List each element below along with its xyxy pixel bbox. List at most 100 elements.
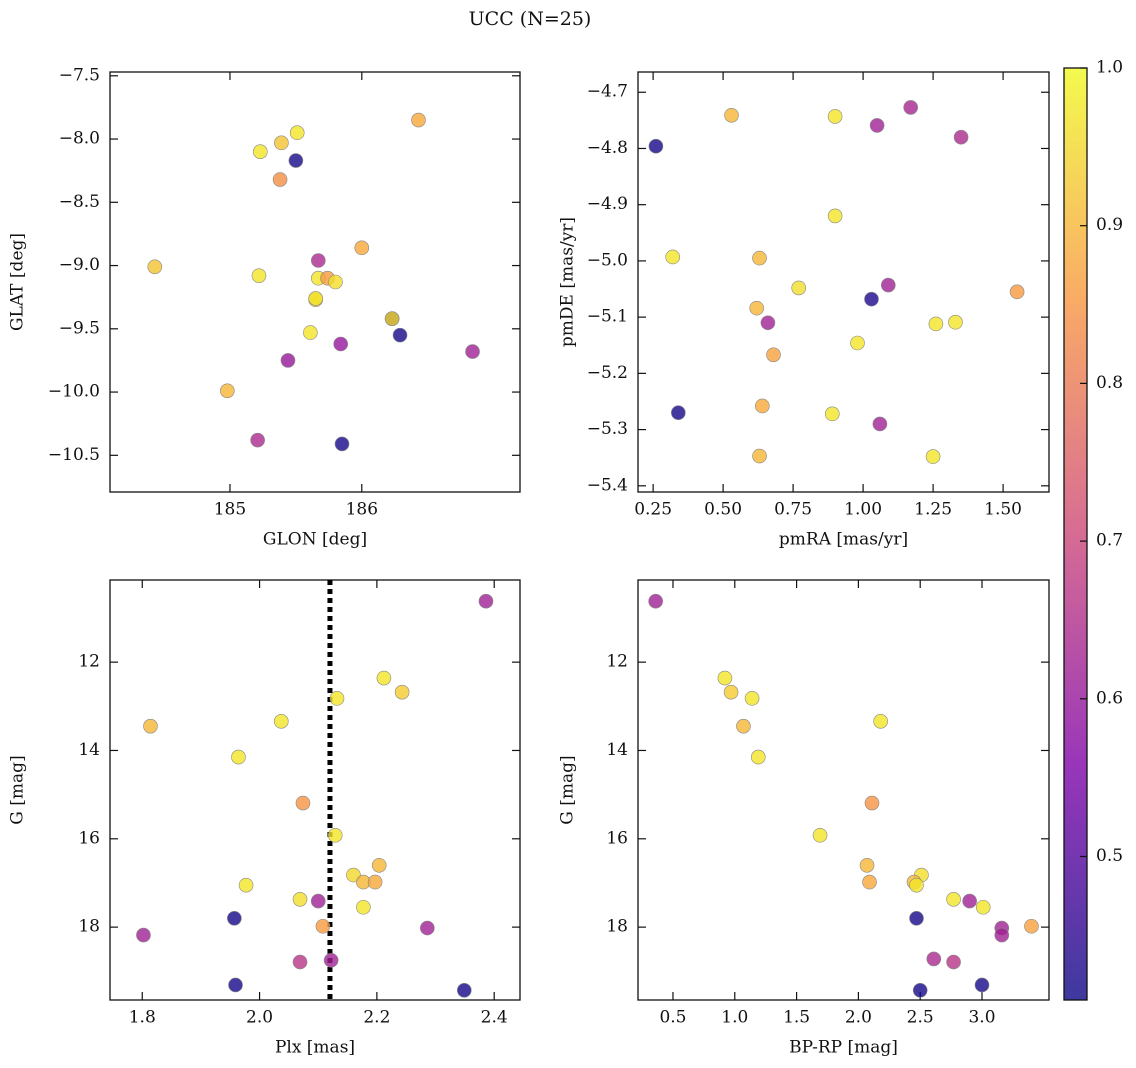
x-tick-label: 185 bbox=[214, 500, 246, 520]
point bbox=[310, 893, 326, 909]
point bbox=[329, 691, 345, 706]
point bbox=[724, 107, 739, 123]
point bbox=[791, 280, 807, 296]
point bbox=[880, 277, 896, 293]
point bbox=[912, 982, 928, 998]
point bbox=[909, 910, 924, 926]
point bbox=[862, 874, 877, 890]
point bbox=[994, 927, 1010, 943]
point bbox=[346, 867, 361, 883]
y-axis-label: G [mag] bbox=[558, 755, 578, 824]
point bbox=[744, 691, 760, 706]
point bbox=[220, 383, 235, 399]
point bbox=[1009, 284, 1025, 300]
point bbox=[478, 593, 494, 609]
point bbox=[333, 336, 349, 352]
y-tick-label: −10.0 bbox=[48, 382, 100, 402]
point bbox=[356, 899, 371, 915]
y-tick-label: 16 bbox=[606, 828, 628, 848]
point bbox=[274, 135, 289, 151]
point bbox=[928, 316, 944, 332]
point bbox=[280, 353, 296, 368]
colorbar-fill bbox=[1064, 68, 1087, 1000]
x-tick-label: 0.5 bbox=[659, 1008, 686, 1028]
y-tick-label: 18 bbox=[606, 917, 628, 937]
figure-title: UCC (N=25) bbox=[469, 8, 592, 30]
point bbox=[394, 684, 410, 700]
x-tick-label: 1.00 bbox=[844, 500, 882, 520]
colorbar-tick-label: 0.5 bbox=[1096, 846, 1123, 866]
point bbox=[289, 125, 305, 141]
point bbox=[825, 406, 840, 422]
y-tick-label: −5.2 bbox=[587, 363, 628, 383]
point bbox=[327, 827, 343, 843]
colorbar: 0.5 0.6 0.7 0.8 0.9 1.0 bbox=[1063, 58, 1123, 1001]
point bbox=[749, 300, 765, 316]
y-tick-label: 12 bbox=[606, 652, 628, 672]
y-axis-label: G [mag] bbox=[8, 755, 28, 824]
colorbar-tick-label: 0.7 bbox=[1096, 531, 1123, 551]
point bbox=[812, 827, 828, 843]
x-tick-label: 2.0 bbox=[845, 1008, 872, 1028]
x-tick-label: 2.5 bbox=[907, 1008, 934, 1028]
point bbox=[665, 249, 681, 265]
point bbox=[953, 129, 969, 145]
y-tick-label: −4.9 bbox=[587, 194, 628, 214]
x-tick-label: 0.75 bbox=[774, 500, 812, 520]
subplot: 185 186 −7.5 −8.0 −8.5 −9.0 −9.5 −10.0 −10.5 GLON… bbox=[8, 65, 521, 550]
x-tick-label: 186 bbox=[346, 500, 378, 520]
point bbox=[946, 892, 961, 907]
subplot: 0.25 0.50 0.75 1.00 1.25 1.50 −4.7 −4.8 −4.9 −5.0… bbox=[558, 71, 1050, 550]
point bbox=[250, 432, 265, 448]
colorbar-tick-label: 0.9 bbox=[1096, 215, 1123, 235]
x-tick-label: 1.8 bbox=[129, 1008, 156, 1028]
point bbox=[827, 109, 843, 124]
x-tick-label: 0.50 bbox=[704, 500, 742, 520]
point bbox=[411, 112, 426, 128]
point bbox=[948, 314, 963, 330]
point bbox=[292, 892, 308, 907]
x-axis-label: pmRA [mas/yr] bbox=[779, 530, 908, 550]
point bbox=[371, 857, 387, 873]
x-axis-label: GLON [deg] bbox=[263, 530, 367, 550]
x-tick-label: 1.0 bbox=[721, 1008, 748, 1028]
subplot: 1.8 2.0 2.2 2.4 12 14 16 18 Plx [mas] G [mag] bbox=[8, 579, 521, 1058]
colorbar-tick-label: 1.0 bbox=[1096, 58, 1123, 78]
point bbox=[315, 918, 331, 934]
x-tick-label: 2.4 bbox=[481, 1008, 508, 1028]
y-tick-label: −10.5 bbox=[48, 445, 100, 465]
y-tick-label: −4.7 bbox=[587, 82, 628, 102]
point bbox=[143, 718, 158, 734]
point bbox=[328, 274, 343, 290]
x-axis-label: BP-RP [mag] bbox=[789, 1038, 898, 1058]
point bbox=[766, 347, 781, 363]
point bbox=[238, 877, 254, 893]
point bbox=[1024, 918, 1039, 934]
x-tick-label: 1.25 bbox=[914, 500, 952, 520]
colorbar-tick-label: 0.6 bbox=[1096, 688, 1123, 708]
point bbox=[864, 291, 879, 307]
colorbar-frame bbox=[1063, 67, 1088, 1001]
plot-frame bbox=[637, 579, 1050, 1001]
point bbox=[456, 982, 472, 998]
x-axis-label: Plx [mas] bbox=[275, 1038, 355, 1058]
point bbox=[869, 118, 885, 133]
point bbox=[367, 874, 383, 890]
point bbox=[872, 416, 888, 432]
point bbox=[272, 172, 288, 187]
point bbox=[252, 144, 268, 159]
point bbox=[648, 138, 664, 154]
point bbox=[227, 910, 242, 926]
point bbox=[376, 670, 392, 686]
plot-frame bbox=[637, 71, 1050, 493]
y-tick-label: 12 bbox=[78, 652, 100, 672]
y-tick-label: −5.4 bbox=[587, 475, 628, 495]
point bbox=[303, 325, 318, 340]
point bbox=[273, 714, 289, 729]
y-tick-label: 18 bbox=[78, 917, 100, 937]
y-tick-label: −4.8 bbox=[587, 138, 628, 158]
subplot: 0.5 1.0 1.5 2.0 2.5 3.0 12 14 16 18 BP-RP [mag] G [… bbox=[558, 579, 1050, 1058]
point bbox=[231, 749, 246, 765]
y-axis-label: GLAT [deg] bbox=[8, 233, 28, 331]
x-tick-label: 2.0 bbox=[246, 1008, 273, 1028]
